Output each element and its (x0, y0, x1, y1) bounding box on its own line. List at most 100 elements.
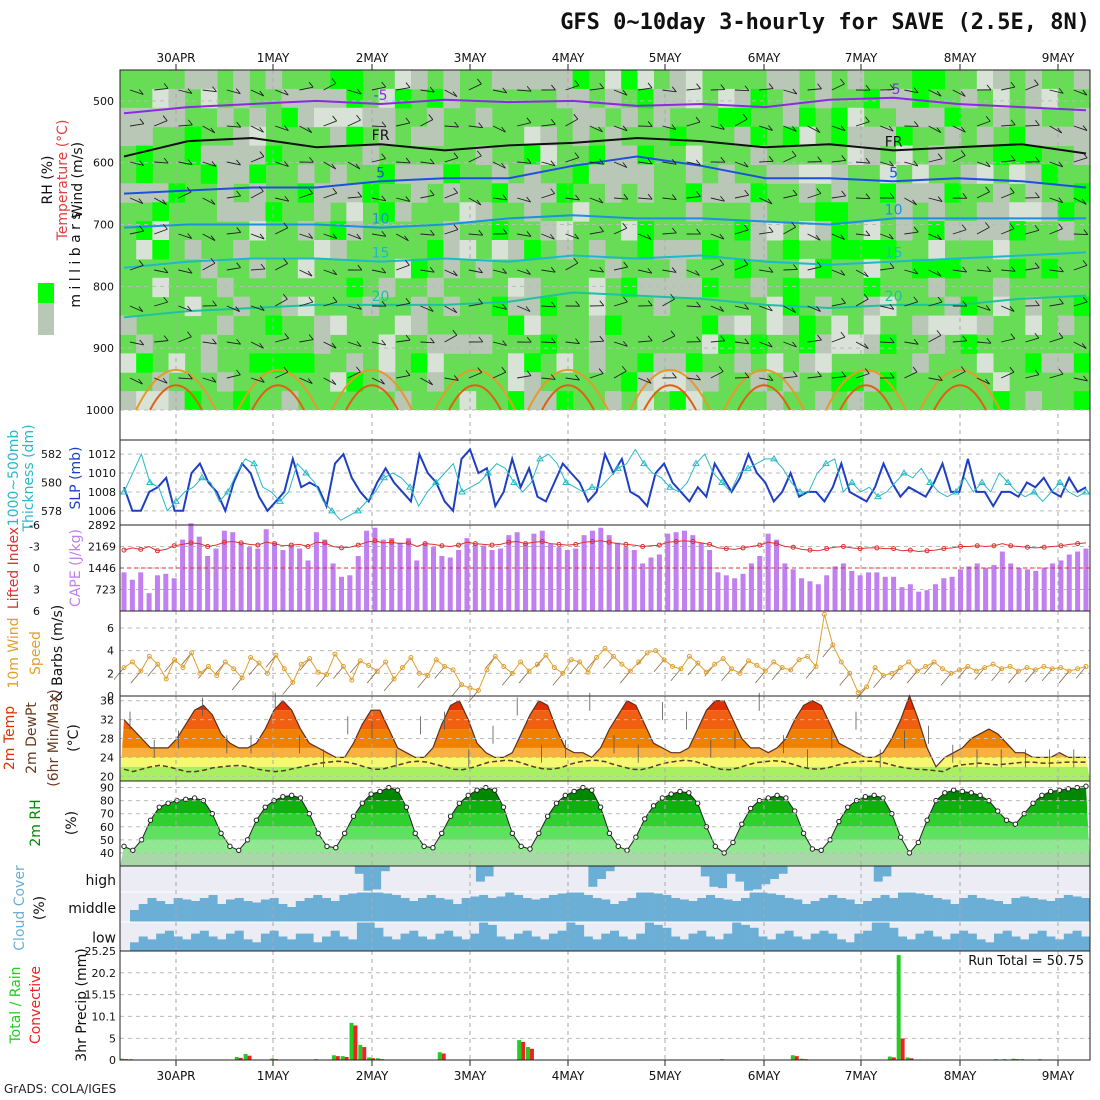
li-point (723, 546, 729, 552)
rh-cell (168, 391, 186, 411)
wind-barb-10m (299, 658, 310, 671)
rh-cell (330, 315, 347, 335)
date-label-bottom: 5MAY (649, 1069, 682, 1083)
rh-cell (944, 183, 962, 203)
rh-cell (734, 353, 751, 373)
wind-barb (662, 269, 677, 273)
wind-barb-10m (1058, 670, 1070, 684)
wind-barb-10m (231, 677, 243, 691)
y-tick-precip: 10.1 (92, 1010, 117, 1023)
rh-cell (475, 107, 493, 128)
wind-barb-flag (210, 235, 216, 241)
precip-total-bar (234, 1056, 239, 1060)
rh-cell (217, 202, 234, 222)
wind-barb (226, 305, 240, 312)
li-point (740, 545, 746, 551)
y-label-upper: RH (%)Temperature (°C)Wind (m/s) (40, 120, 86, 242)
cloud-cell-middle (1028, 898, 1038, 922)
wind-barb (1049, 373, 1064, 379)
wind-barb-flag (502, 268, 507, 274)
wind-speed-point (163, 676, 169, 682)
cloud-cell-middle (950, 904, 960, 922)
rh-point (359, 800, 365, 806)
cloud-cell-low (732, 922, 742, 951)
wind-barb (589, 340, 604, 343)
rh-cell (249, 145, 266, 165)
rh-cell (1073, 296, 1091, 317)
wind-speed-point (745, 658, 751, 664)
cloud-cell-low (898, 936, 908, 951)
cape-bar (623, 547, 629, 611)
cloud-cell-low (1011, 936, 1021, 951)
wind-barb-flag (671, 124, 677, 130)
cape-bar (205, 555, 211, 611)
cape-bar (464, 538, 470, 611)
wind-barb (299, 125, 312, 134)
cloud-cell-low (758, 936, 768, 951)
rh-cell (637, 145, 654, 165)
rh-cell (1025, 126, 1042, 147)
wind-barb (662, 335, 676, 343)
cloud-cell-low (1072, 930, 1082, 951)
y-label-rh-unit: (%) (64, 811, 80, 835)
wind-barb (468, 372, 482, 379)
wind-barb (855, 341, 869, 350)
wind-barb (420, 194, 435, 199)
precip-total-bar (799, 1058, 804, 1060)
rh-point (130, 847, 136, 854)
rh-cell (669, 277, 687, 298)
wind-barb (759, 125, 773, 131)
wind-barb (347, 119, 361, 127)
wind-barb-flag (719, 259, 725, 265)
li-point (138, 546, 144, 552)
wind-barb-flag (381, 300, 387, 307)
rh-cell (637, 240, 654, 260)
thickness-point (406, 483, 414, 490)
wind-barb (444, 192, 458, 199)
wind-speed-point (1041, 664, 1047, 670)
li-point (1058, 543, 1064, 549)
wind-barb-flag (381, 153, 386, 159)
wind-speed-point (290, 679, 296, 685)
rh-cell (491, 183, 509, 203)
wind-barb (250, 191, 264, 199)
rh-cell (1025, 164, 1042, 184)
wind-barb (1049, 228, 1063, 235)
y-tick-rh: 80 (100, 795, 114, 808)
wind-speed-point (813, 664, 819, 670)
cloud-cell-middle (1055, 898, 1065, 922)
date-label-top: 30APR (156, 51, 195, 65)
wind-barb (662, 298, 675, 307)
rh-cell (136, 391, 153, 411)
cape-bar (615, 542, 621, 611)
cape-bar (322, 539, 328, 611)
wind-barb-flag (889, 84, 895, 90)
wind-speed-point (661, 657, 667, 663)
rh-cell (1009, 202, 1026, 222)
y-label-minmax: (6hr Min/Max) (46, 689, 62, 786)
cape-bar (799, 578, 805, 611)
cape-bar (129, 579, 135, 611)
wind-barb-flag (236, 262, 241, 268)
rh-cell (782, 277, 800, 298)
wind-barb-flag (960, 150, 966, 156)
wind-barb (250, 377, 265, 383)
wind-barb-flag (647, 300, 653, 306)
cloud-cell-high (873, 866, 883, 882)
cloud-cell-middle (409, 901, 419, 922)
wind-barb (226, 125, 241, 128)
wind-barb-flag (429, 86, 435, 93)
rh-cell (378, 107, 396, 128)
rh-cell (459, 202, 477, 222)
axis-label-part: Wind (m/s) (70, 142, 86, 218)
wind-barb-10m (569, 661, 580, 675)
wind-speed-point (619, 661, 625, 667)
wind-barb-flag (696, 83, 701, 89)
wind-barb-flag (695, 270, 700, 276)
wind-speed-point (577, 659, 583, 665)
rh-cell (799, 353, 816, 373)
wind-barb-flag (792, 371, 798, 377)
rh-cell (524, 70, 541, 90)
rh-cell (815, 88, 832, 109)
rh-cell (637, 372, 654, 392)
